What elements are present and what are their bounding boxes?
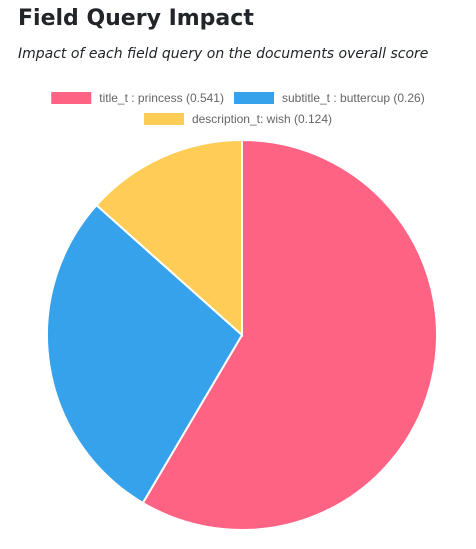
- pie-slice-0[interactable]: [141, 138, 438, 531]
- legend-label-0: title_t : princess (0.541): [99, 91, 224, 105]
- pie-chart: title_t : princess (0.541) subtitle_t : b…: [46, 91, 438, 531]
- page-subtitle: Impact of each field query on the docume…: [18, 46, 429, 62]
- pie-slices: [46, 138, 438, 531]
- legend-label-2: description_t: wish (0.124): [192, 112, 332, 126]
- page-title: Field Query Impact: [18, 6, 254, 31]
- legend-swatch-2[interactable]: [143, 113, 184, 125]
- pie-slice-2[interactable]: [95, 138, 243, 338]
- legend-label-1: subtitle_t : buttercup (0.26): [282, 91, 425, 105]
- legend-swatch-0[interactable]: [51, 92, 92, 104]
- legend-swatch-1[interactable]: [233, 92, 274, 104]
- pie-slice-1[interactable]: [46, 203, 244, 505]
- chart-legend: title_t : princess (0.541) subtitle_t : b…: [51, 91, 425, 126]
